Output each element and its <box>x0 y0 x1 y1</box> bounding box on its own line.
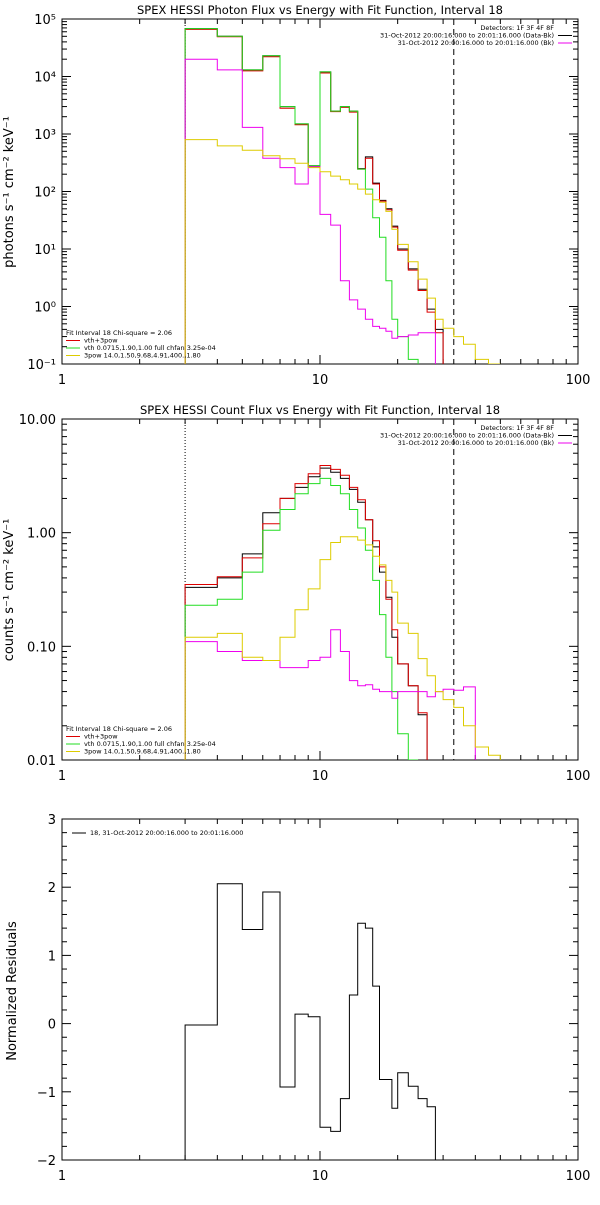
y-axis-label: counts s⁻¹ cm⁻² keV⁻¹ <box>2 519 17 662</box>
y-tick-label: 0.10 <box>27 640 56 655</box>
photon-flux-panel: SPEX HESSI Photon Flux vs Energy with Fi… <box>2 3 590 388</box>
legend-topright-entry: Detectors: 1F 3F 4F 8F <box>480 24 554 32</box>
x-tick-label: 100 <box>566 373 591 388</box>
legend-topright-entry: 31-Oct-2012 20:00:16.000 to 20:01:16.000… <box>398 39 554 47</box>
series-0-line <box>184 883 444 1160</box>
y-tick-label: 1.00 <box>27 527 56 542</box>
legend-bottomleft-entry: vth 0.0715,1.90,1.00 full chfan 3.25e-04 <box>84 344 216 352</box>
series-2-line <box>184 28 419 364</box>
x-tick-label: 1 <box>58 1169 66 1184</box>
legend-topleft-entry: 18, 31-Oct-2012 20:00:16.000 to 20:01:16… <box>90 829 243 837</box>
x-tick-label: 1 <box>58 373 66 388</box>
legend-bottomleft-entry: vth+3pow <box>84 337 118 345</box>
series-4-line <box>184 139 501 364</box>
series-1-line <box>184 465 428 760</box>
y-tick-label: 0 <box>48 1018 56 1033</box>
x-tick-label: 100 <box>566 1169 591 1184</box>
x-tick-label: 1 <box>58 769 66 784</box>
y-tick-label: 10² <box>34 186 56 201</box>
y-tick-label: 10⁻¹ <box>27 358 56 373</box>
legend-bottomleft-entry: 3pow 14.0,1.50,9.68,4.91,400.,1.80 <box>84 748 201 756</box>
legend-topright-entry: 31-Oct-2012 20:00:16.000 to 20:01:16.000… <box>398 439 554 447</box>
y-tick-label: 0.01 <box>27 754 56 769</box>
legend-topright-entry: 31-Oct-2012 20:00:16.000 to 20:01:16.000… <box>380 32 554 40</box>
series-2-line <box>184 477 419 760</box>
y-tick-label: 10¹ <box>34 243 56 258</box>
y-tick-label: 10.00 <box>19 413 56 428</box>
series-0-line <box>184 467 428 760</box>
x-tick-label: 100 <box>566 769 591 784</box>
chart-title: SPEX HESSI Photon Flux vs Energy with Fi… <box>137 3 503 17</box>
x-tick-label: 10 <box>312 1169 329 1184</box>
y-tick-label: 10³ <box>34 128 56 143</box>
count-flux-panel: SPEX HESSI Count Flux vs Energy with Fit… <box>2 403 590 784</box>
y-tick-label: −2 <box>37 1154 56 1169</box>
x-tick-label: 10 <box>312 373 329 388</box>
legend-bottomleft-entry: Fit Interval 18 Chi-square = 2.06 <box>66 725 172 733</box>
legend-bottomleft-entry: 3pow 14.0,1.50,9.68,4.91,400.,1.80 <box>84 352 201 360</box>
series-4-line <box>184 536 501 760</box>
series-3-line <box>184 58 436 364</box>
y-tick-label: 10⁰ <box>34 301 56 316</box>
y-tick-label: 2 <box>48 881 56 896</box>
x-tick-label: 10 <box>312 769 329 784</box>
legend-topright-entry: Detectors: 1F 3F 4F 8F <box>480 424 554 432</box>
legend-topright-entry: 31-Oct-2012 20:00:16.000 to 20:01:16.000… <box>380 432 554 440</box>
series-1-line <box>184 28 444 364</box>
legend-bottomleft-entry: vth 0.0715,1.90,1.00 full chfan 3.25e-04 <box>84 740 216 748</box>
legend-bottomleft-entry: vth+3pow <box>84 733 118 741</box>
y-tick-label: −1 <box>37 1086 56 1101</box>
series-0-line <box>184 28 444 364</box>
y-axis-label: photons s⁻¹ cm⁻² keV⁻¹ <box>2 116 17 268</box>
residuals-panel: Normalized Residuals 1 10 100 −2 −1 0 1 2 3 18, 3… <box>5 813 590 1184</box>
legend-bottomleft-entry: Fit Interval 18 Chi-square = 2.06 <box>66 329 172 337</box>
y-tick-label: 10⁴ <box>34 71 56 86</box>
y-axis-label: Normalized Residuals <box>5 921 20 1061</box>
y-tick-label: 3 <box>48 813 56 828</box>
chart-title: SPEX HESSI Count Flux vs Energy with Fit… <box>140 403 500 417</box>
y-tick-label: 10⁵ <box>34 13 56 28</box>
series-3-line <box>184 629 476 760</box>
y-tick-label: 1 <box>48 949 56 964</box>
